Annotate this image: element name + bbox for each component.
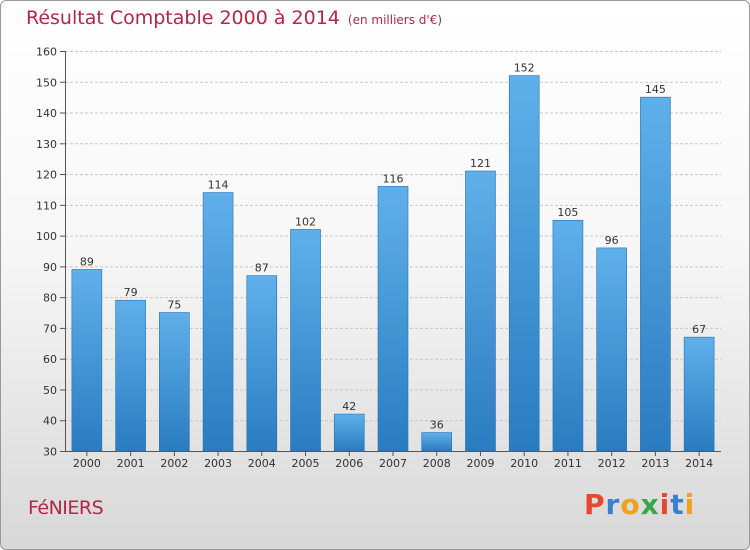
value-label-2007: 116: [383, 172, 404, 185]
x-tick-label-2005: 2005: [292, 457, 320, 470]
x-tick-label-2004: 2004: [248, 457, 276, 470]
x-tick-label-2013: 2013: [641, 457, 669, 470]
x-tick-label-2002: 2002: [160, 457, 188, 470]
logo-letter: i: [659, 488, 671, 521]
bar-2010: [508, 75, 540, 452]
y-tick-label-100: 100: [36, 230, 57, 243]
value-label-2009: 121: [470, 157, 491, 170]
value-label-2013: 145: [645, 83, 666, 96]
y-tick-label-130: 130: [36, 138, 57, 151]
y-tick-label-30: 30: [43, 446, 57, 459]
bar-2003: [202, 192, 234, 452]
y-tick-label-50: 50: [43, 384, 57, 397]
chart-title: Résultat Comptable 2000 à 2014 (en millie…: [26, 7, 442, 29]
axes: 30 40 50 60 70 80 90 100 110 120 130 140 150 160 2000 2…: [36, 46, 721, 470]
bar-2009: [465, 170, 496, 452]
value-label-2005: 102: [295, 215, 316, 228]
logo-letter: i: [684, 488, 696, 521]
bar-2000: [71, 269, 103, 452]
y-tick-label-160: 160: [36, 46, 57, 59]
value-label-2002: 75: [167, 299, 181, 312]
logo-letter: r: [605, 488, 621, 521]
value-label-2000: 89: [80, 255, 94, 268]
x-tick-label-2001: 2001: [117, 457, 145, 470]
x-tick-label-2003: 2003: [204, 457, 232, 470]
y-tick-label-40: 40: [43, 415, 57, 428]
bar-2014: [683, 336, 715, 452]
value-label-2014: 67: [692, 323, 706, 336]
x-tick-label-2007: 2007: [379, 457, 407, 470]
y-tick-label-80: 80: [43, 292, 57, 305]
x-tick-label-2011: 2011: [554, 457, 582, 470]
x-tick-label-2012: 2012: [598, 457, 626, 470]
x-tick-label-2009: 2009: [466, 457, 494, 470]
y-tick-label-90: 90: [43, 261, 57, 274]
y-tick-label-110: 110: [36, 199, 57, 212]
value-label-2006: 42: [342, 400, 356, 413]
proxiti-logo: Proxiti: [584, 488, 695, 521]
bar-2004: [246, 275, 278, 452]
data-labels: 89 79 75 114 87 102 42 116 36 121 152 105 96 145 67: [80, 62, 706, 432]
logo-letter: o: [620, 488, 641, 521]
y-tick-label-70: 70: [43, 322, 57, 335]
bar-2007: [377, 186, 409, 452]
x-tick-label-2008: 2008: [423, 457, 451, 470]
bar-2006: [333, 413, 365, 452]
bar-2012: [596, 247, 627, 452]
y-tick-label-120: 120: [36, 169, 57, 182]
x-tick-label-2010: 2010: [510, 457, 538, 470]
logo-letter: P: [584, 488, 606, 521]
town-name: FéNIERS: [28, 497, 104, 519]
x-tick-label-2014: 2014: [685, 457, 713, 470]
bar-2008: [421, 432, 453, 452]
value-label-2008: 36: [430, 419, 444, 432]
y-tick-label-150: 150: [36, 76, 57, 89]
y-tick-label-60: 60: [43, 353, 57, 366]
bars: [71, 75, 715, 452]
chart-unit: (en milliers d'€): [347, 13, 443, 27]
value-label-2003: 114: [208, 179, 229, 192]
value-label-2004: 87: [255, 262, 269, 275]
value-label-2010: 152: [514, 62, 535, 75]
bar-2001: [115, 299, 146, 452]
bar-2011: [552, 219, 584, 452]
bar-2002: [159, 312, 190, 452]
value-label-2011: 105: [557, 206, 578, 219]
x-tick-label-2006: 2006: [335, 457, 363, 470]
logo-letter: x: [640, 488, 660, 521]
bar-2005: [290, 229, 321, 452]
value-label-2012: 96: [605, 234, 619, 247]
chart-title-text: Résultat Comptable 2000 à 2014: [26, 7, 340, 29]
y-tick-label-140: 140: [36, 107, 57, 120]
logo-letter: t: [670, 488, 685, 521]
value-label-2001: 79: [124, 286, 138, 299]
bar-2013: [640, 96, 671, 452]
x-tick-label-2000: 2000: [73, 457, 101, 470]
